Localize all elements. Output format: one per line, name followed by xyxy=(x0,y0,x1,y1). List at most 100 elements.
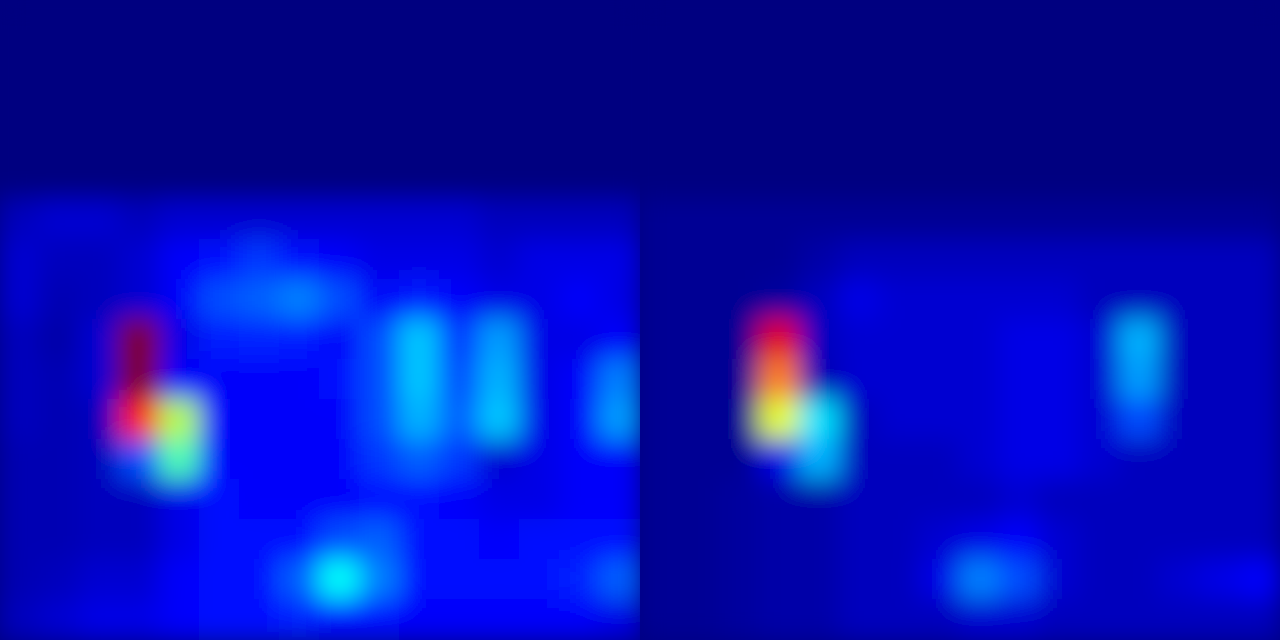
heatmap-cell xyxy=(519,559,561,601)
heatmap-cell xyxy=(919,239,961,281)
heatmap-cell xyxy=(479,519,521,561)
heatmap-cell xyxy=(279,79,321,121)
heatmap-cell xyxy=(799,439,841,481)
heatmap-cell xyxy=(1159,439,1201,481)
heatmap-cell xyxy=(0,119,41,161)
heatmap-cell xyxy=(319,359,361,401)
heatmap-cell xyxy=(119,399,161,441)
heatmap-cell xyxy=(879,399,921,441)
heatmap-cell xyxy=(999,119,1041,161)
heatmap-cell xyxy=(1079,239,1121,281)
heatmap-cell xyxy=(279,439,321,481)
heatmap-cell xyxy=(1159,199,1201,241)
heatmap-cell xyxy=(759,319,801,361)
heatmap-cell xyxy=(759,439,801,481)
heatmap-cell xyxy=(679,319,721,361)
heatmap-cell xyxy=(599,279,640,321)
heatmap-cell xyxy=(1159,239,1201,281)
heatmap-cell xyxy=(79,439,121,481)
heatmap-cell xyxy=(39,399,81,441)
heatmap-cell xyxy=(839,319,881,361)
heatmap-cell xyxy=(719,519,761,561)
heatmap-cell xyxy=(119,599,161,640)
panel-background xyxy=(640,0,1280,640)
heatmap-cell xyxy=(839,119,881,161)
heatmap-cell xyxy=(759,159,801,201)
heatmap-cell xyxy=(1119,479,1161,521)
heatmap-cell xyxy=(439,239,481,281)
heatmap-cell xyxy=(119,239,161,281)
heatmap-cell xyxy=(119,439,161,481)
heatmap-cell xyxy=(39,439,81,481)
heatmap-cell xyxy=(879,199,921,241)
heatmap-cell xyxy=(999,359,1041,401)
heatmap-cell xyxy=(359,159,401,201)
heatmap-cell xyxy=(1239,319,1280,361)
heatmap-cell xyxy=(439,359,481,401)
heatmap-cell xyxy=(79,0,121,41)
heatmap-cell xyxy=(519,0,561,41)
heatmap-cell xyxy=(1159,119,1201,161)
heatmap-cell xyxy=(919,279,961,321)
heatmap-cell xyxy=(759,559,801,601)
heatmap-cell xyxy=(879,519,921,561)
heatmap-cell xyxy=(359,399,401,441)
heatmap-cell xyxy=(0,399,41,441)
heatmap-cell xyxy=(519,439,561,481)
heatmap-cell xyxy=(359,79,401,121)
heatmap-cell xyxy=(119,319,161,361)
heatmap-cell xyxy=(599,159,640,201)
heatmap-cell xyxy=(439,159,481,201)
heatmap-cell xyxy=(0,519,41,561)
heatmap-cell xyxy=(959,479,1001,521)
heatmap-cell xyxy=(1079,0,1121,41)
heatmap-cell xyxy=(959,439,1001,481)
heatmap-cell xyxy=(1199,399,1241,441)
heatmap-cell xyxy=(319,439,361,481)
heatmap-cell xyxy=(479,119,521,161)
heatmap-cell xyxy=(1039,559,1081,601)
heatmap-cells xyxy=(640,0,1280,640)
heatmap-cell xyxy=(959,159,1001,201)
heatmap-cell xyxy=(1239,199,1280,241)
heatmap-cell xyxy=(799,39,841,81)
heatmap-cell xyxy=(679,79,721,121)
heatmap-cell xyxy=(599,199,640,241)
heatmap-cell xyxy=(39,159,81,201)
heatmap-cell xyxy=(799,119,841,161)
heatmap-cell xyxy=(279,399,321,441)
heatmap-cell xyxy=(1039,479,1081,521)
heatmap-cell xyxy=(1159,399,1201,441)
heatmap-cell xyxy=(879,119,921,161)
heatmap-cell xyxy=(1079,519,1121,561)
heatmap-cell xyxy=(439,599,481,640)
heatmap-cell xyxy=(1199,599,1241,640)
heatmap-cell xyxy=(0,599,41,640)
heatmap-cell xyxy=(519,359,561,401)
heatmap-cell xyxy=(1039,319,1081,361)
heatmap-cell xyxy=(479,279,521,321)
heatmap-cell xyxy=(1199,439,1241,481)
heatmap-cell xyxy=(999,439,1041,481)
heatmap-cell xyxy=(719,79,761,121)
heatmap-cell xyxy=(199,279,241,321)
heatmap-cell xyxy=(640,439,681,481)
heatmap-cell xyxy=(719,399,761,441)
heatmap-cell xyxy=(759,39,801,81)
heatmap-cell xyxy=(799,519,841,561)
heatmap-cell xyxy=(519,79,561,121)
heatmap-cell xyxy=(599,79,640,121)
heatmap-cell xyxy=(999,39,1041,81)
heatmap-cell xyxy=(559,479,601,521)
heatmap-cell xyxy=(0,79,41,121)
heatmap-cell xyxy=(559,199,601,241)
heatmap-cell xyxy=(1239,159,1280,201)
heatmap-cell xyxy=(839,439,881,481)
heatmap-cell xyxy=(239,239,281,281)
heatmap-cell xyxy=(679,199,721,241)
heatmap-cell xyxy=(640,39,681,81)
heatmap-cell xyxy=(559,519,601,561)
heatmap-cell xyxy=(399,399,441,441)
heatmap-cell xyxy=(1199,359,1241,401)
heatmap-cell xyxy=(319,159,361,201)
